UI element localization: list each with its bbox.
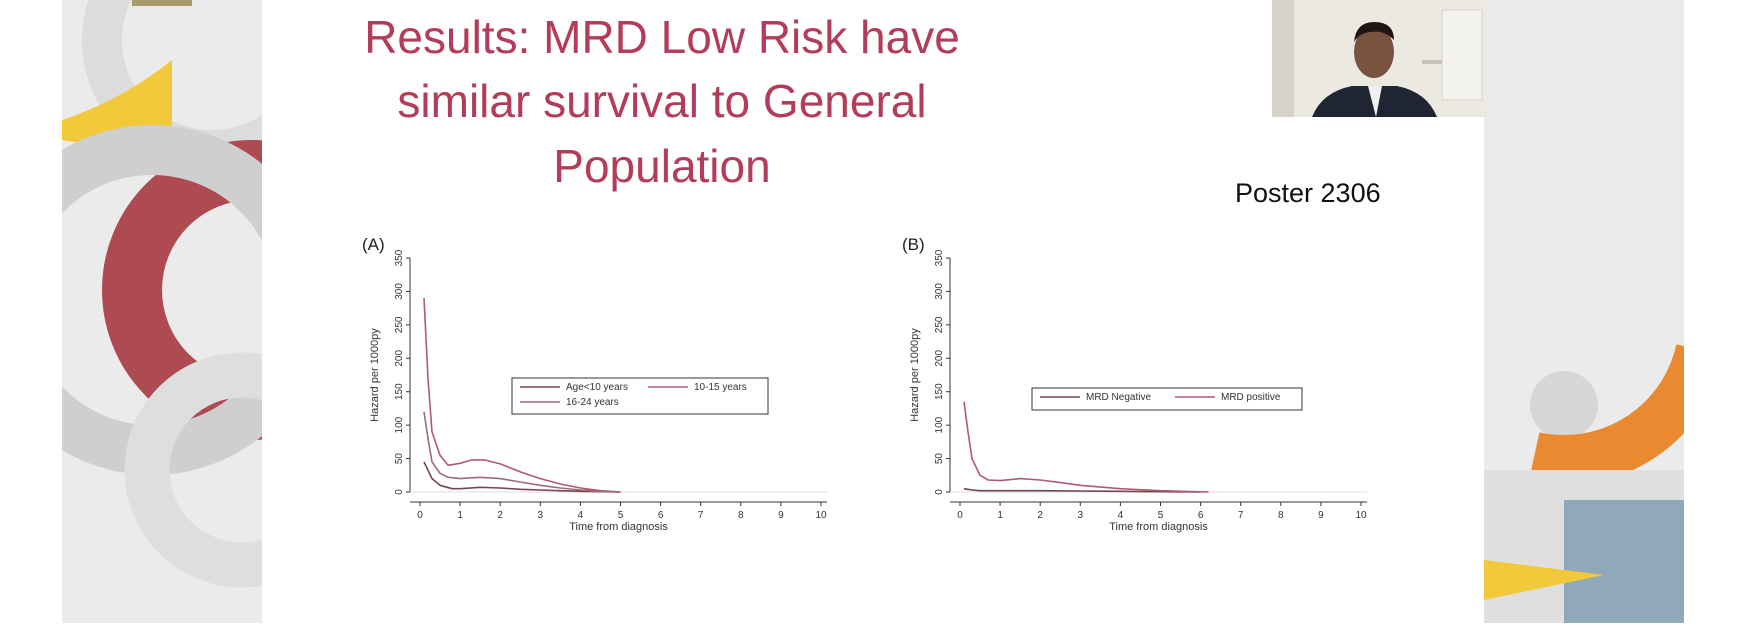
x-tick-label: 8 bbox=[1278, 510, 1284, 521]
y-tick-label: 0 bbox=[934, 489, 945, 495]
slide-title-line-1: Results: MRD Low Risk have bbox=[364, 11, 960, 63]
left-decorative-shapes bbox=[62, 0, 262, 588]
series-line-2 bbox=[963, 401, 1209, 493]
y-tick-label: 150 bbox=[394, 383, 405, 400]
y-tick-label: 250 bbox=[394, 316, 405, 333]
y-tick-label: 150 bbox=[934, 383, 945, 400]
x-tick-label: 8 bbox=[738, 510, 744, 521]
x-tick-label: 1 bbox=[997, 510, 1003, 521]
y-tick-label: 0 bbox=[394, 489, 405, 495]
right-decorative-shapes bbox=[1484, 155, 1684, 623]
x-tick-label: 3 bbox=[1078, 510, 1084, 521]
x-tick-label: 9 bbox=[778, 510, 784, 521]
x-tick-label: 6 bbox=[1198, 510, 1204, 521]
series-line-1 bbox=[423, 461, 621, 493]
y-tick-label: 100 bbox=[394, 416, 405, 433]
x-tick-label: 10 bbox=[815, 510, 827, 521]
hazard-chart-by-mrd: (B) 0 50 100 150 200 250 300 350 0 1 2 3 4 5 6 7 8 9 10 Time… bbox=[902, 235, 1367, 533]
x-tick-label: 7 bbox=[698, 510, 704, 521]
chart-panel-label: (B) bbox=[902, 235, 925, 254]
left-decorative-panel bbox=[62, 0, 262, 623]
legend-entry: MRD Negative bbox=[1086, 392, 1151, 403]
hazard-chart-by-age: (A) 0 50 100 150 200 250 300 350 0 1 2 3 4 5 6 7 8 9 10 Time… bbox=[362, 235, 827, 533]
legend-entry: 16-24 years bbox=[566, 397, 619, 408]
x-tick-label: 10 bbox=[1355, 510, 1367, 521]
x-axis-title: Time from diagnosis bbox=[1109, 521, 1208, 533]
legend-box bbox=[511, 377, 769, 415]
y-tick-label: 200 bbox=[394, 350, 405, 367]
x-tick-label: 7 bbox=[1238, 510, 1244, 521]
x-tick-label: 4 bbox=[1118, 510, 1124, 521]
x-axis-title: Time from diagnosis bbox=[569, 521, 668, 533]
y-tick-label: 50 bbox=[394, 453, 405, 465]
y-tick-label: 100 bbox=[934, 416, 945, 433]
legend-box bbox=[1031, 387, 1303, 411]
presenter-video-icon bbox=[1272, 0, 1486, 117]
x-tick-label: 2 bbox=[497, 510, 503, 521]
left-frame-margin bbox=[0, 0, 68, 628]
y-tick-label: 350 bbox=[394, 249, 405, 266]
legend-entry: 10-15 years bbox=[694, 382, 747, 393]
series-line-1 bbox=[963, 487, 1201, 493]
presentation-slide: Results: MRD Low Risk have similar survi… bbox=[262, 0, 1486, 623]
legend-entry: MRD positive bbox=[1221, 392, 1281, 403]
slide-title-line-3: Population bbox=[553, 140, 771, 192]
x-tick-label: 3 bbox=[538, 510, 544, 521]
x-tick-label: 2 bbox=[1037, 510, 1043, 521]
slide-title-line-2: similar survival to General bbox=[397, 75, 927, 127]
presenter-webcam-feed bbox=[1272, 0, 1486, 117]
chart-panel-label: (A) bbox=[362, 235, 385, 254]
y-tick-label: 250 bbox=[934, 316, 945, 333]
y-tick-label: 300 bbox=[394, 283, 405, 300]
x-tick-label: 0 bbox=[417, 510, 423, 521]
x-tick-label: 6 bbox=[658, 510, 664, 521]
x-tick-label: 4 bbox=[578, 510, 584, 521]
legend-entry: Age<10 years bbox=[566, 382, 628, 393]
poster-number-label: Poster 2306 bbox=[1235, 178, 1381, 208]
right-decorative-panel bbox=[1484, 0, 1684, 623]
series-line-3 bbox=[423, 411, 621, 493]
y-tick-label: 200 bbox=[934, 350, 945, 367]
x-tick-label: 0 bbox=[957, 510, 963, 521]
bottom-frame-margin bbox=[0, 623, 1746, 628]
y-axis-title: Hazard per 1000py bbox=[369, 328, 381, 422]
x-tick-label: 1 bbox=[457, 510, 463, 521]
x-tick-label: 5 bbox=[618, 510, 624, 521]
y-tick-label: 350 bbox=[934, 249, 945, 266]
x-tick-label: 5 bbox=[1158, 510, 1164, 521]
series-line-2 bbox=[423, 298, 621, 493]
y-axis-title: Hazard per 1000py bbox=[909, 328, 921, 422]
y-tick-label: 300 bbox=[934, 283, 945, 300]
x-tick-label: 9 bbox=[1318, 510, 1324, 521]
right-frame-margin bbox=[1684, 0, 1746, 628]
y-tick-label: 50 bbox=[934, 453, 945, 465]
